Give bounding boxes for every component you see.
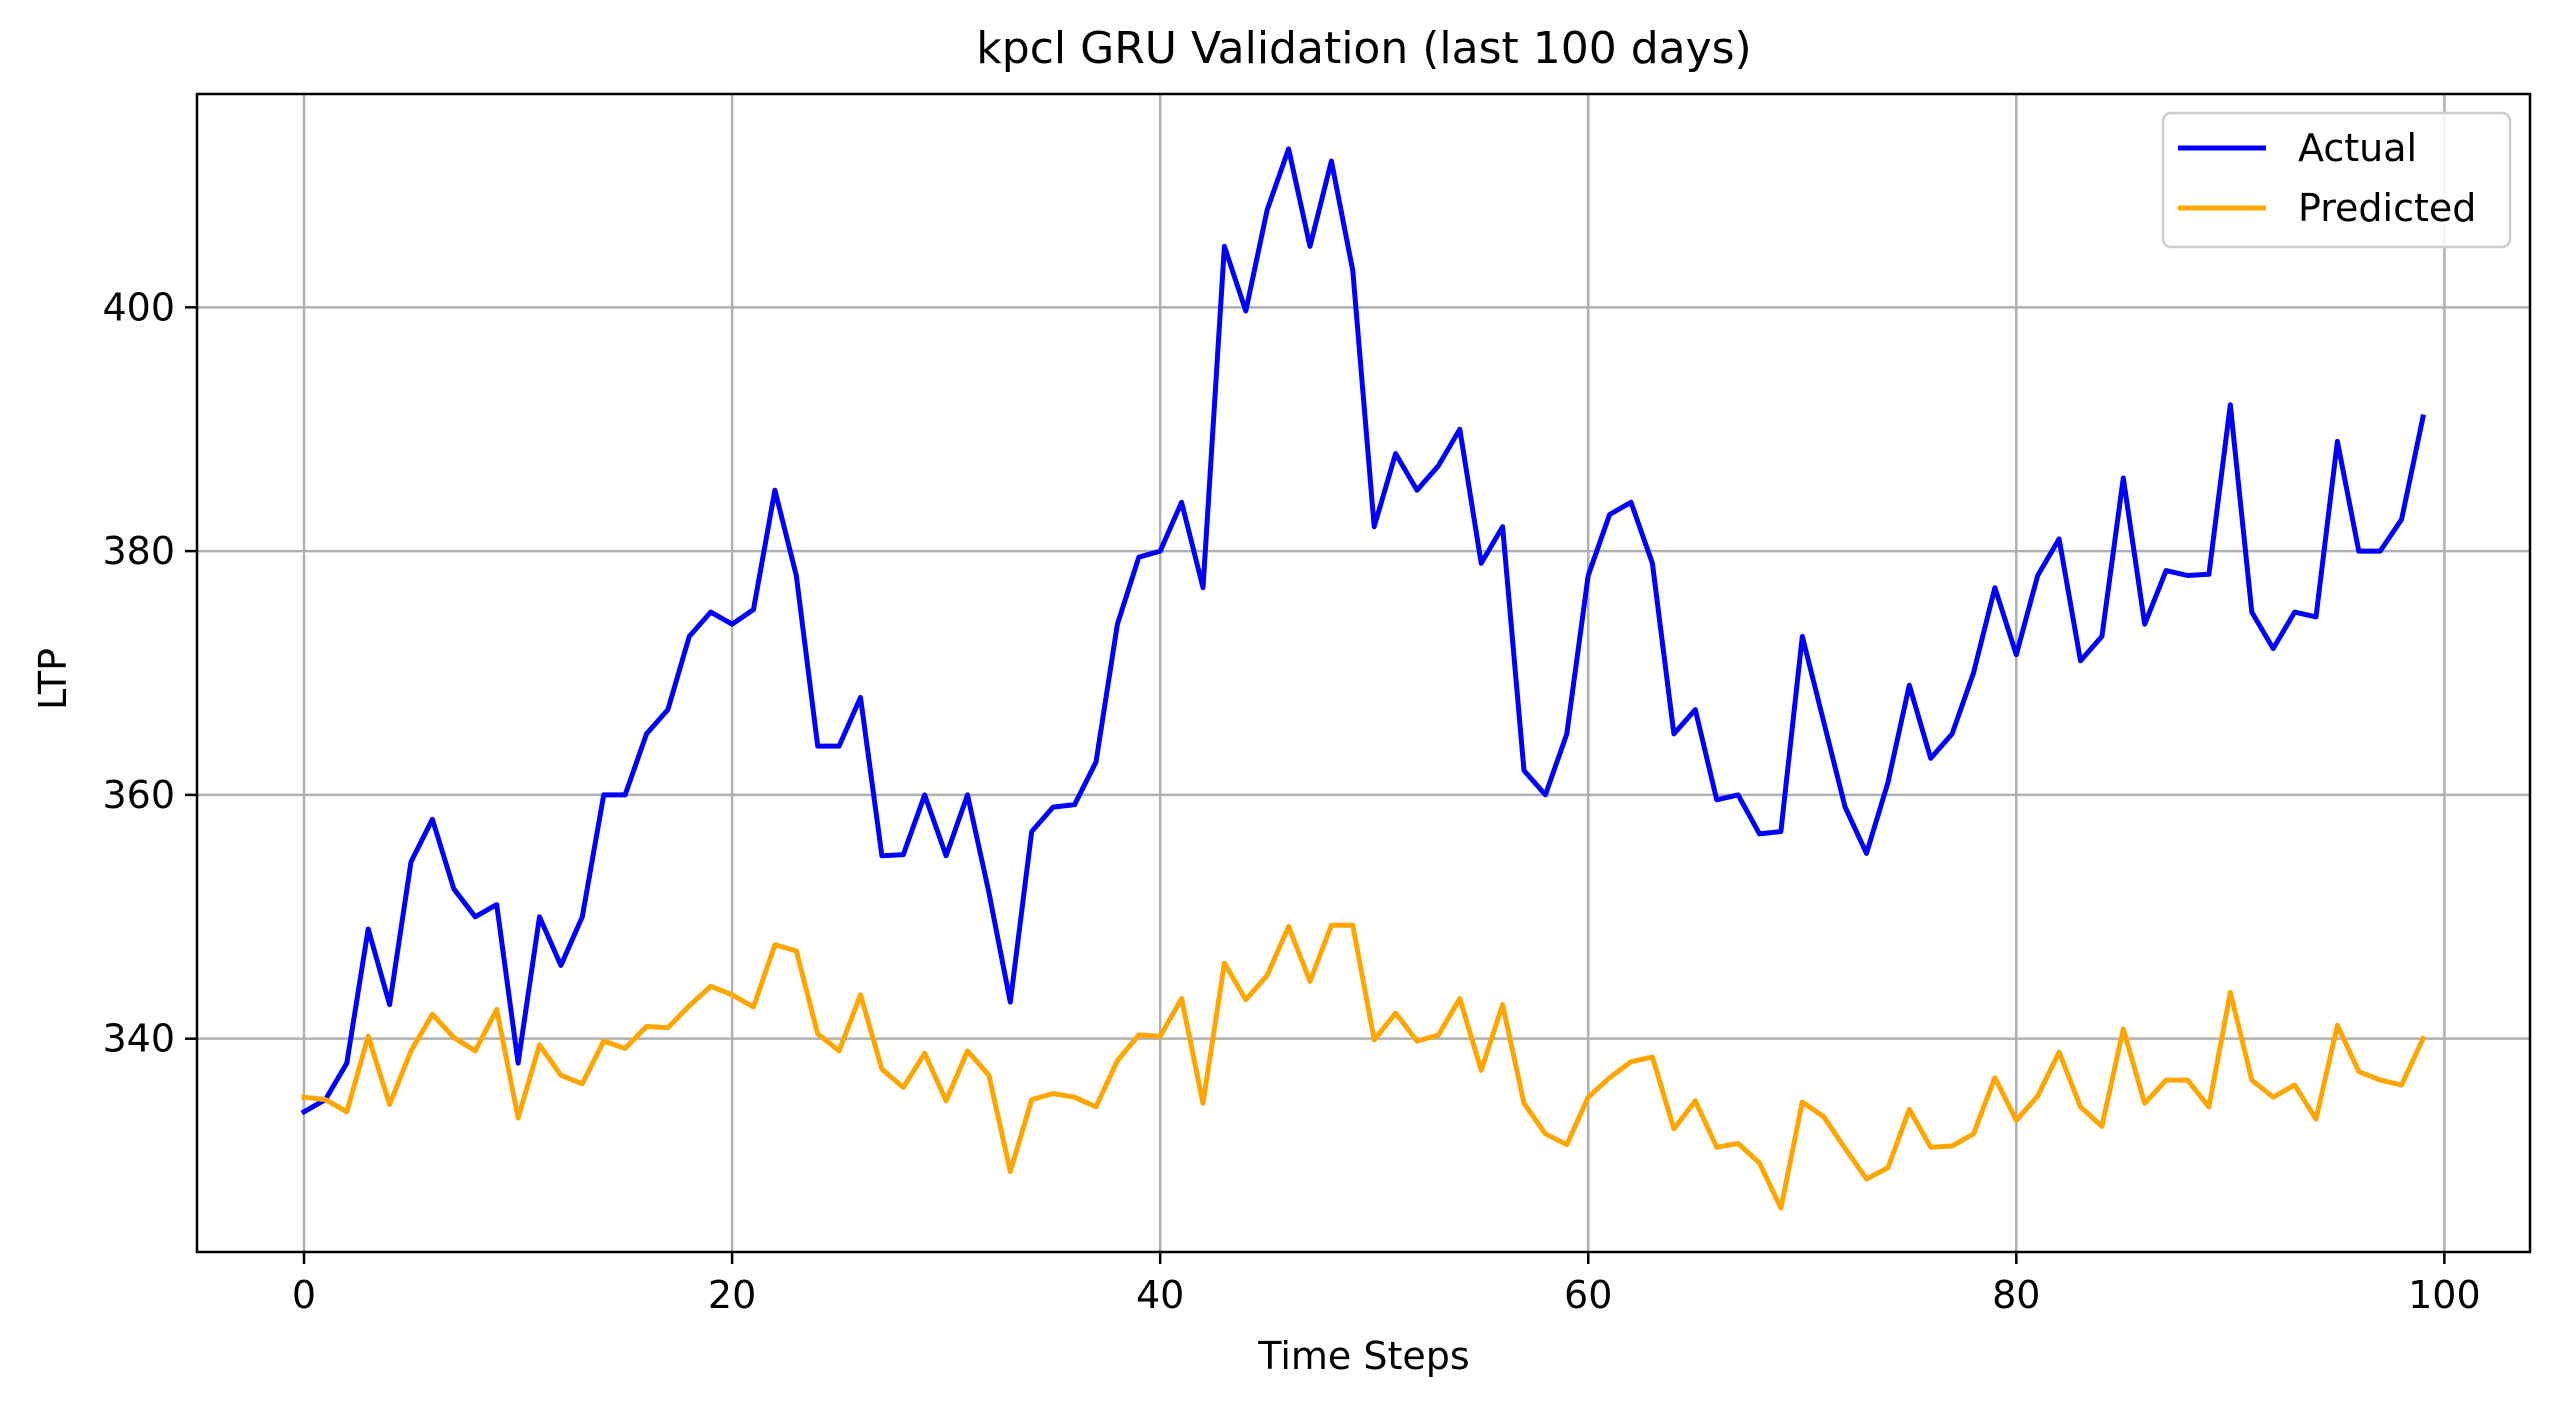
x-tick-label: 0 xyxy=(292,1273,316,1317)
y-tick-label: 400 xyxy=(102,285,175,329)
series-line-actual xyxy=(300,146,2426,1116)
y-tick-label: 360 xyxy=(102,773,175,817)
y-tick-label: 380 xyxy=(102,529,175,573)
x-tick-label: 60 xyxy=(1564,1273,1612,1317)
series-layer xyxy=(300,146,2427,1211)
x-tick-label: 80 xyxy=(1992,1273,2040,1317)
legend-label-actual: Actual xyxy=(2298,126,2417,170)
y-axis-label: LTP xyxy=(31,648,75,710)
x-tick-label: 20 xyxy=(708,1273,756,1317)
x-axis-label: Time Steps xyxy=(1257,1334,1469,1378)
x-axis-ticks: 0 20 40 60 80 100 xyxy=(292,1252,2481,1317)
series-line-predicted xyxy=(301,922,2427,1211)
legend-label-predicted: Predicted xyxy=(2298,186,2476,230)
chart-title: kpcl GRU Validation (last 100 days) xyxy=(976,23,1751,74)
grid-lines xyxy=(197,94,2530,1252)
x-tick-label: 100 xyxy=(2408,1273,2481,1317)
plot-frame xyxy=(195,92,2532,1254)
y-tick-label: 340 xyxy=(102,1017,175,1061)
legend: Actual Predicted xyxy=(2161,111,2512,249)
y-axis-ticks: 340 360 380 400 xyxy=(102,285,197,1061)
x-tick-label: 40 xyxy=(1136,1273,1184,1317)
